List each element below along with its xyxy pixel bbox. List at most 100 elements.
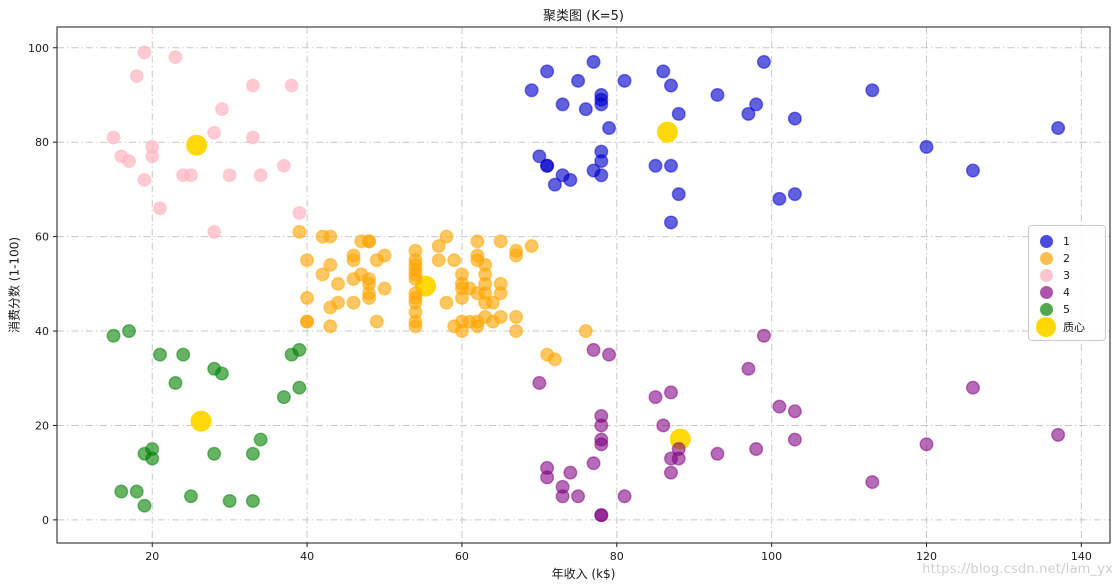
legend-item-cluster-5[interactable]: 5 xyxy=(1029,301,1105,318)
point-cluster-5 xyxy=(176,347,191,362)
point-cluster-5 xyxy=(245,446,260,461)
point-cluster-2 xyxy=(346,295,361,310)
point-cluster-4 xyxy=(594,418,609,433)
point-cluster-1 xyxy=(594,168,609,183)
chart-title: 聚类图 (K=5) xyxy=(543,9,624,24)
point-cluster-1 xyxy=(532,149,547,164)
point-cluster-2 xyxy=(408,319,423,334)
point-cluster-2 xyxy=(493,309,508,324)
point-cluster-5 xyxy=(183,489,198,504)
point-cluster-2 xyxy=(362,290,377,305)
y-tick-label: 60 xyxy=(35,231,49,244)
point-cluster-1 xyxy=(586,54,601,69)
point-cluster-1 xyxy=(756,54,771,69)
cluster-marker-icon xyxy=(1039,235,1053,248)
x-tick-label: 120 xyxy=(916,550,937,563)
point-cluster-2 xyxy=(478,257,493,272)
y-tick-label: 0 xyxy=(42,514,49,527)
point-cluster-4 xyxy=(787,432,802,447)
point-cluster-2 xyxy=(509,248,524,263)
point-cluster-1 xyxy=(524,83,539,98)
x-tick-label: 20 xyxy=(145,550,159,563)
centroid-marker-icon xyxy=(1036,316,1056,337)
point-cluster-2 xyxy=(369,314,384,329)
point-cluster-3 xyxy=(145,139,160,154)
legend: 1 2 3 4 5 质心 xyxy=(1028,225,1106,341)
watermark-text: https://blog.csdn.net/lam_yx xyxy=(922,562,1113,577)
point-cluster-2 xyxy=(323,229,338,244)
point-cluster-3 xyxy=(122,154,137,169)
point-cluster-4 xyxy=(594,508,609,523)
point-cluster-1 xyxy=(741,106,756,121)
point-cluster-2 xyxy=(470,248,485,263)
point-cluster-1 xyxy=(571,73,586,88)
point-cluster-3 xyxy=(207,224,222,239)
point-cluster-4 xyxy=(586,342,601,357)
point-cluster-4 xyxy=(663,465,678,480)
point-cluster-3 xyxy=(137,172,152,187)
point-cluster-4 xyxy=(756,328,771,343)
point-cluster-4 xyxy=(671,442,686,457)
point-cluster-1 xyxy=(594,144,609,159)
point-cluster-3 xyxy=(292,206,307,221)
point-cluster-5 xyxy=(214,366,229,381)
legend-item-cluster-2[interactable]: 2 xyxy=(1029,250,1105,267)
legend-item-cluster-4[interactable]: 4 xyxy=(1029,284,1105,301)
legend-label: 5 xyxy=(1063,303,1070,316)
point-cluster-1 xyxy=(663,78,678,93)
legend-label: 2 xyxy=(1063,252,1070,265)
point-cluster-4 xyxy=(555,479,570,494)
point-cluster-4 xyxy=(919,437,934,452)
cluster-marker-icon xyxy=(1039,269,1053,282)
legend-item-cluster-1[interactable]: 1 xyxy=(1029,233,1105,250)
legend-marker-box xyxy=(1029,269,1063,282)
point-cluster-4 xyxy=(1051,427,1066,442)
x-axis-label: 年收入 (k$) xyxy=(551,567,616,581)
legend-marker-box xyxy=(1029,286,1063,299)
y-tick-label: 100 xyxy=(28,42,49,55)
point-cluster-2 xyxy=(331,276,346,291)
legend-label: 4 xyxy=(1063,286,1070,299)
point-cluster-1 xyxy=(663,158,678,173)
point-cluster-2 xyxy=(439,229,454,244)
legend-label: 1 xyxy=(1063,235,1070,248)
point-cluster-2 xyxy=(408,295,423,310)
x-tick-label: 40 xyxy=(300,550,314,563)
legend-marker-box xyxy=(1029,235,1063,248)
point-cluster-4 xyxy=(787,404,802,419)
point-cluster-3 xyxy=(245,130,260,145)
point-cluster-3 xyxy=(207,125,222,140)
point-cluster-5 xyxy=(145,451,160,466)
legend-marker-box xyxy=(1029,303,1063,316)
legend-item-cluster-3[interactable]: 3 xyxy=(1029,267,1105,284)
point-cluster-5 xyxy=(292,342,307,357)
point-cluster-1 xyxy=(671,187,686,202)
point-cluster-2 xyxy=(470,234,485,249)
point-cluster-5 xyxy=(137,498,152,513)
point-cluster-2 xyxy=(509,324,524,339)
point-cluster-2 xyxy=(377,248,392,263)
point-cluster-3 xyxy=(137,45,152,60)
point-cluster-3 xyxy=(129,69,144,84)
point-cluster-4 xyxy=(586,456,601,471)
point-cluster-2 xyxy=(408,272,423,287)
point-cluster-2 xyxy=(315,267,330,282)
point-cluster-2 xyxy=(447,253,462,268)
point-cluster-1 xyxy=(656,64,671,79)
point-cluster-1 xyxy=(578,102,593,117)
point-cluster-4 xyxy=(749,442,764,457)
point-cluster-3 xyxy=(152,201,167,216)
point-cluster-1 xyxy=(547,177,562,192)
point-cluster-3 xyxy=(183,168,198,183)
legend-item-centroid[interactable]: 质心 xyxy=(1029,316,1105,337)
point-cluster-2 xyxy=(493,234,508,249)
point-cluster-2 xyxy=(431,253,446,268)
point-cluster-3 xyxy=(106,130,121,145)
point-cluster-2 xyxy=(431,239,446,254)
point-cluster-2 xyxy=(292,224,307,239)
point-cluster-5 xyxy=(114,484,129,499)
point-cluster-4 xyxy=(865,475,880,490)
point-cluster-4 xyxy=(741,361,756,376)
point-cluster-2 xyxy=(547,352,562,367)
